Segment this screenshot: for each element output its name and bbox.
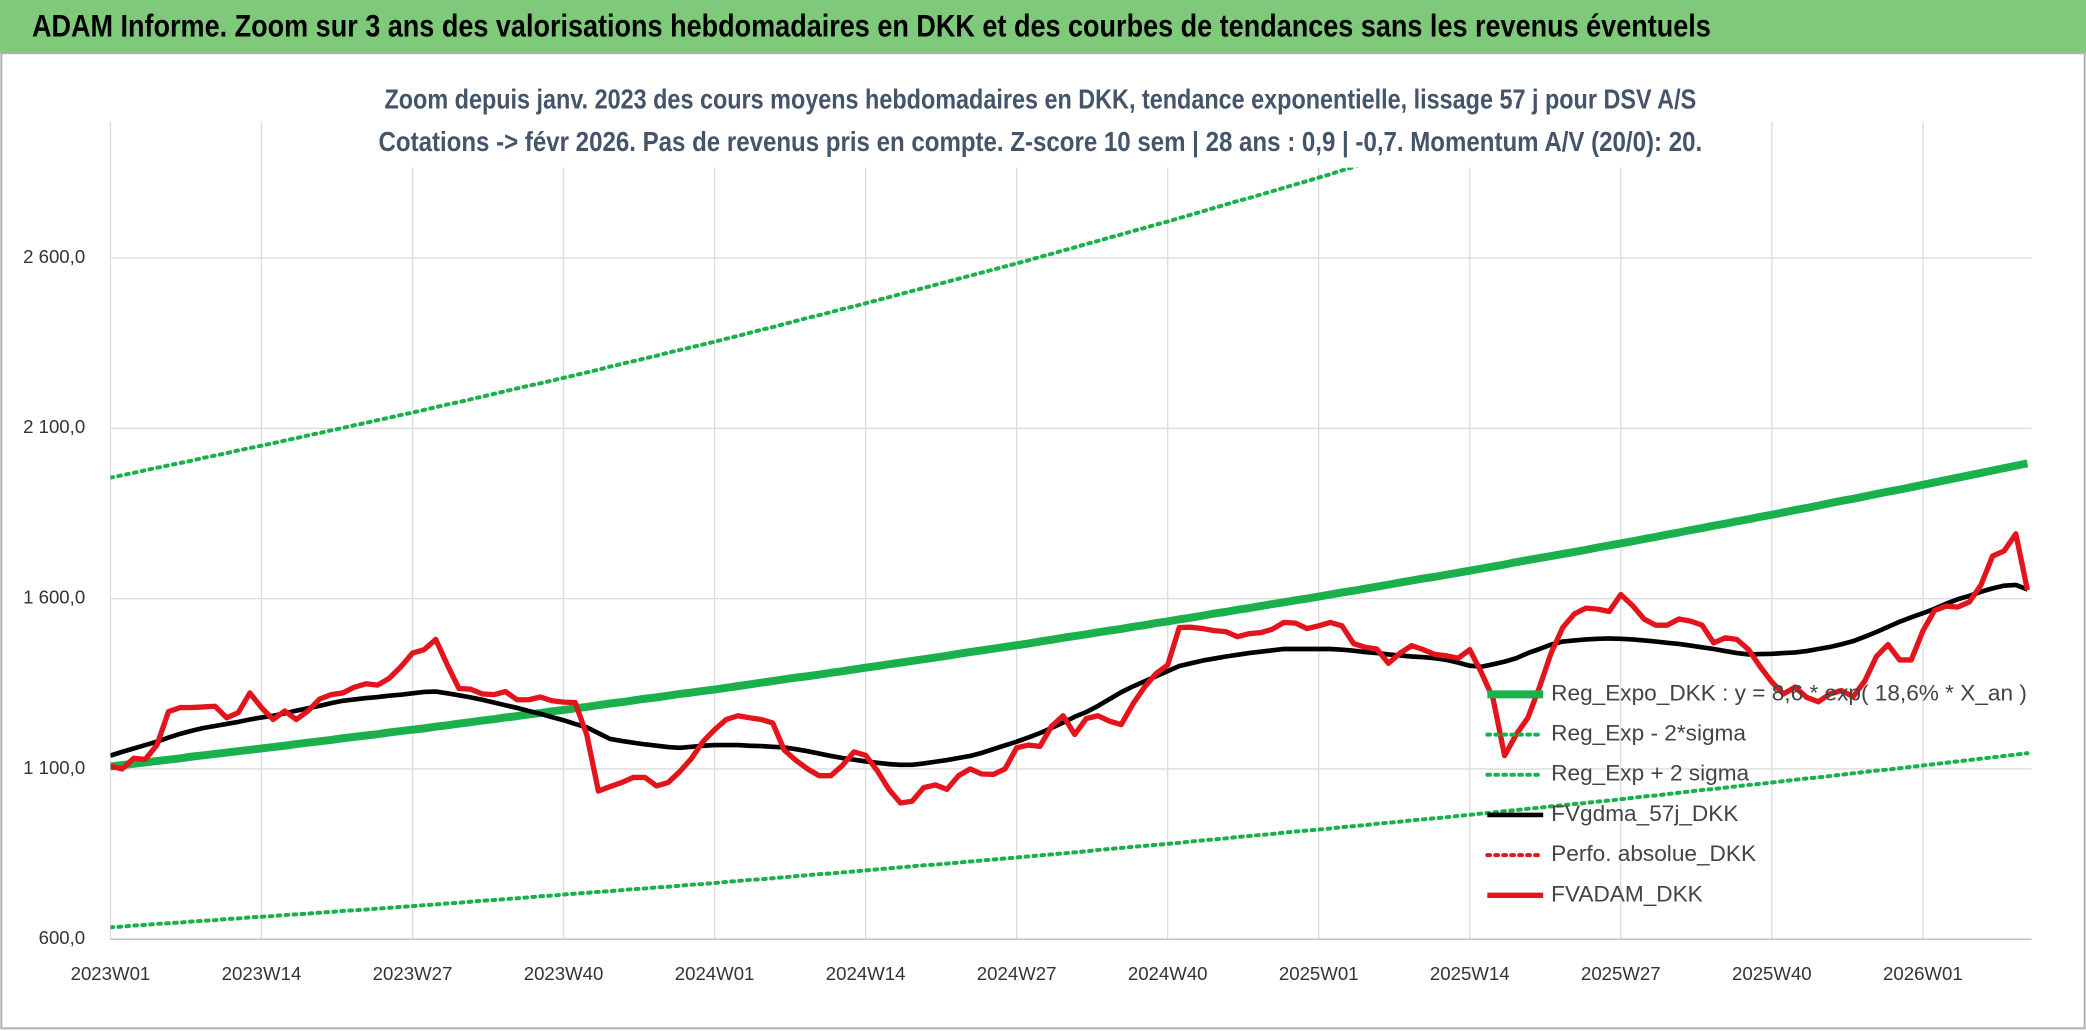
x-tick-label: 2023W40 — [524, 963, 604, 984]
x-tick-label: 2026W01 — [1883, 963, 1963, 984]
x-tick-label: 2025W27 — [1581, 963, 1661, 984]
x-tick-label: 2025W14 — [1430, 963, 1510, 984]
x-tick-label: 2024W14 — [826, 963, 906, 984]
legend-label: Reg_Exp + 2 sigma — [1551, 761, 1749, 786]
x-tick-label: 2023W14 — [222, 963, 302, 984]
y-tick-label: 1 100,0 — [23, 757, 85, 778]
series-line — [110, 459, 2029, 771]
header-bar — [0, 0, 2086, 54]
y-tick-label: 2 100,0 — [23, 416, 85, 437]
title-box — [372, 77, 1710, 168]
series-line — [110, 531, 2031, 806]
series-line — [110, 121, 1511, 480]
y-tick-label: 1 600,0 — [23, 587, 85, 608]
legend-label: Reg_Expo_DKK : y = 8,6 * exp( 18,6% * X_… — [1551, 680, 2027, 705]
chart-subtitle: Cotations -> févr 2026. Pas de revenus p… — [379, 126, 1703, 157]
x-tick-label: 2024W40 — [1128, 963, 1208, 984]
y-tick-label: 600,0 — [39, 927, 86, 948]
legend-label: FVgdma_57j_DKK — [1551, 801, 1738, 826]
chart-title: Zoom depuis janv. 2023 des cours moyens … — [384, 83, 1696, 114]
page-title: ADAM Informe. Zoom sur 3 ans des valoris… — [32, 7, 1711, 43]
legend: Reg_Expo_DKK : y = 8,6 * exp( 18,6% * X_… — [1485, 680, 2027, 906]
grid — [109, 121, 2032, 940]
axes: 600,0 1 100,0 1 600,0 2 100,0 2 600,0 2023W01… — [23, 246, 2032, 984]
x-tick-label: 2025W01 — [1279, 963, 1359, 984]
series-line — [110, 751, 2030, 930]
x-tick-label: 2024W01 — [675, 963, 755, 984]
x-tick-label: 2023W01 — [71, 963, 151, 984]
x-tick-label: 2025W40 — [1732, 963, 1812, 984]
legend-label: FVADAM_DKK — [1551, 881, 1703, 906]
legend-label: Perfo. absolue_DKK — [1551, 841, 1756, 866]
x-tick-label: 2024W27 — [977, 963, 1057, 984]
series-line — [110, 582, 2029, 768]
legend-label: Reg_Exp - 2*sigma — [1551, 721, 1746, 746]
y-tick-label: 2 600,0 — [23, 246, 85, 267]
x-tick-label: 2023W27 — [373, 963, 453, 984]
plot-lines — [110, 121, 2031, 930]
chart-border — [0, 52, 2086, 1030]
